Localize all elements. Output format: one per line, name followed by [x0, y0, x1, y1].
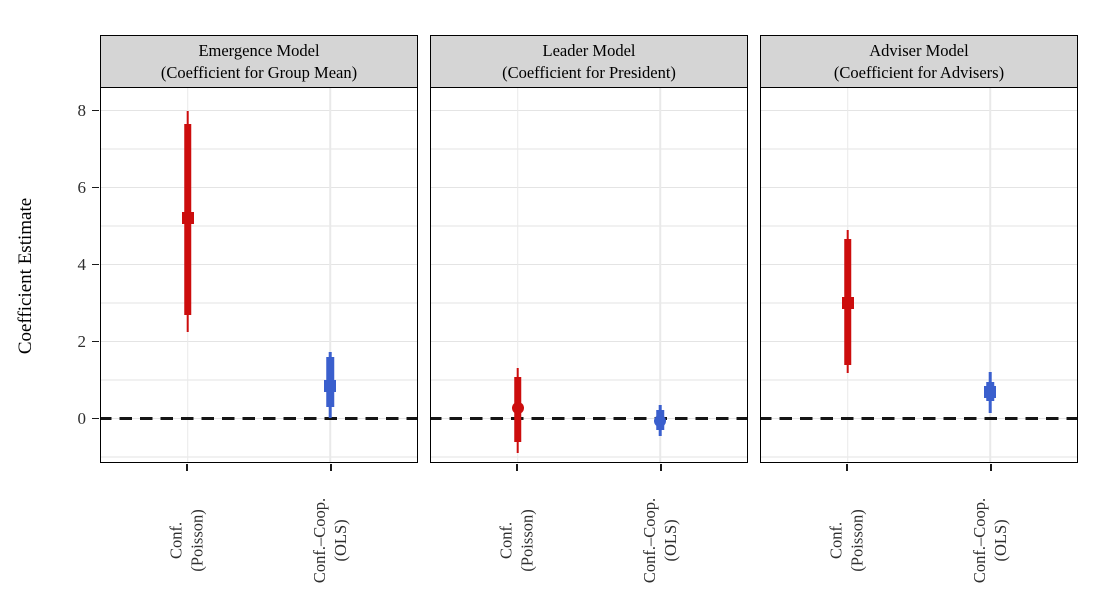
gridline-major [431, 263, 747, 266]
panel-body [100, 87, 418, 463]
gridline-major [101, 263, 417, 266]
gridline-vertical [659, 88, 662, 462]
gridline-vertical [989, 88, 992, 462]
strip-title-line2: (Coefficient for Group Mean) [160, 62, 358, 82]
zero-reference-line [431, 417, 747, 420]
facet-strip: Adviser Model (Coefficient for Advisers) [760, 35, 1078, 88]
gridline-minor [431, 302, 747, 304]
y-tick-label-8: 8 [77, 100, 87, 120]
x-category-label-text: Conf. (Poisson) [496, 508, 538, 572]
x-category-label: Conf. (Poisson) [442, 467, 592, 606]
estimate-point-square [324, 379, 337, 392]
estimate-point-square [984, 385, 997, 398]
gridline-major [431, 340, 747, 343]
gridline-major [101, 186, 417, 189]
y-axis-title: Coefficient Estimate [15, 197, 36, 355]
strip-title-line2: (Coefficient for Advisers) [833, 62, 1005, 82]
x-category-label-text: Conf.–Coop. (OLS) [970, 497, 1011, 583]
y-tick-label-0: 0 [77, 408, 87, 428]
x-category-label: Conf.–Coop. (OLS) [586, 467, 736, 606]
strip-title-line1: Leader Model [542, 41, 636, 61]
panel-body [430, 87, 748, 463]
x-tick-mark [660, 464, 662, 471]
estimate-point-circle [654, 414, 667, 427]
x-category-label-text: Conf.–Coop. (OLS) [640, 497, 681, 583]
x-category-label-text: Conf.–Coop. (OLS) [310, 497, 351, 583]
x-category-label: Conf. (Poisson) [112, 467, 262, 606]
x-category-label: Conf.–Coop. (OLS) [916, 467, 1066, 606]
x-tick-mark [186, 464, 188, 471]
x-category-label-text: Conf. (Poisson) [826, 508, 868, 572]
gridline-vertical [516, 88, 519, 462]
gridline-minor [431, 379, 747, 381]
y-tick-label-4: 4 [77, 254, 87, 274]
x-category-label: Conf. (Poisson) [772, 467, 922, 606]
zero-reference-line [761, 417, 1077, 420]
facet-strip: Emergence Model (Coefficient for Group Me… [100, 35, 418, 88]
gridline-major [761, 186, 1077, 189]
gridline-major [431, 186, 747, 189]
gridline-major [101, 109, 417, 112]
x-tick-mark [846, 464, 848, 471]
y-tick-label-6: 6 [77, 177, 87, 197]
x-tick-mark [990, 464, 992, 471]
estimate-point-circle [511, 401, 524, 414]
facet-panel-0: Emergence Model (Coefficient for Group Me… [100, 35, 418, 463]
strip-title-line1: Emergence Model [198, 41, 320, 61]
gridline-minor [431, 456, 747, 458]
zero-reference-line [101, 417, 417, 420]
y-tick-mark-2 [92, 340, 99, 343]
estimate-point-square [181, 212, 194, 225]
gridline-major [761, 263, 1077, 266]
facet-strip: Leader Model (Coefficient for President) [430, 35, 748, 88]
gridline-vertical [329, 88, 332, 462]
gridline-major [761, 340, 1077, 343]
x-category-label-text: Conf. (Poisson) [166, 508, 208, 572]
strip-title-line2: (Coefficient for President) [502, 62, 676, 82]
strip-title-line1: Adviser Model [869, 41, 969, 61]
gridline-minor [101, 225, 417, 227]
x-category-label: Conf.–Coop. (OLS) [256, 467, 406, 606]
gridline-minor [101, 302, 417, 304]
x-tick-mark [330, 464, 332, 471]
gridline-minor [431, 225, 747, 227]
x-tick-mark [516, 464, 518, 471]
y-tick-mark-0 [92, 417, 99, 420]
gridline-minor [761, 302, 1077, 304]
y-tick-mark-8 [92, 109, 99, 112]
facet-panel-2: Adviser Model (Coefficient for Advisers) [760, 35, 1078, 463]
facet-panel-1: Leader Model (Coefficient for President) [430, 35, 748, 463]
gridline-major [431, 109, 747, 112]
gridline-major [101, 340, 417, 343]
gridline-minor [761, 456, 1077, 458]
gridline-minor [761, 379, 1077, 381]
gridline-minor [101, 379, 417, 381]
y-tick-mark-4 [92, 263, 99, 266]
estimate-point-square [841, 297, 854, 309]
y-tick-mark-6 [92, 186, 99, 189]
gridline-minor [101, 148, 417, 150]
gridline-major [761, 109, 1077, 112]
y-tick-label-2: 2 [77, 331, 87, 351]
panel-body [760, 87, 1078, 463]
gridline-minor [101, 456, 417, 458]
gridline-minor [761, 225, 1077, 227]
gridline-minor [761, 148, 1077, 150]
gridline-minor [431, 148, 747, 150]
